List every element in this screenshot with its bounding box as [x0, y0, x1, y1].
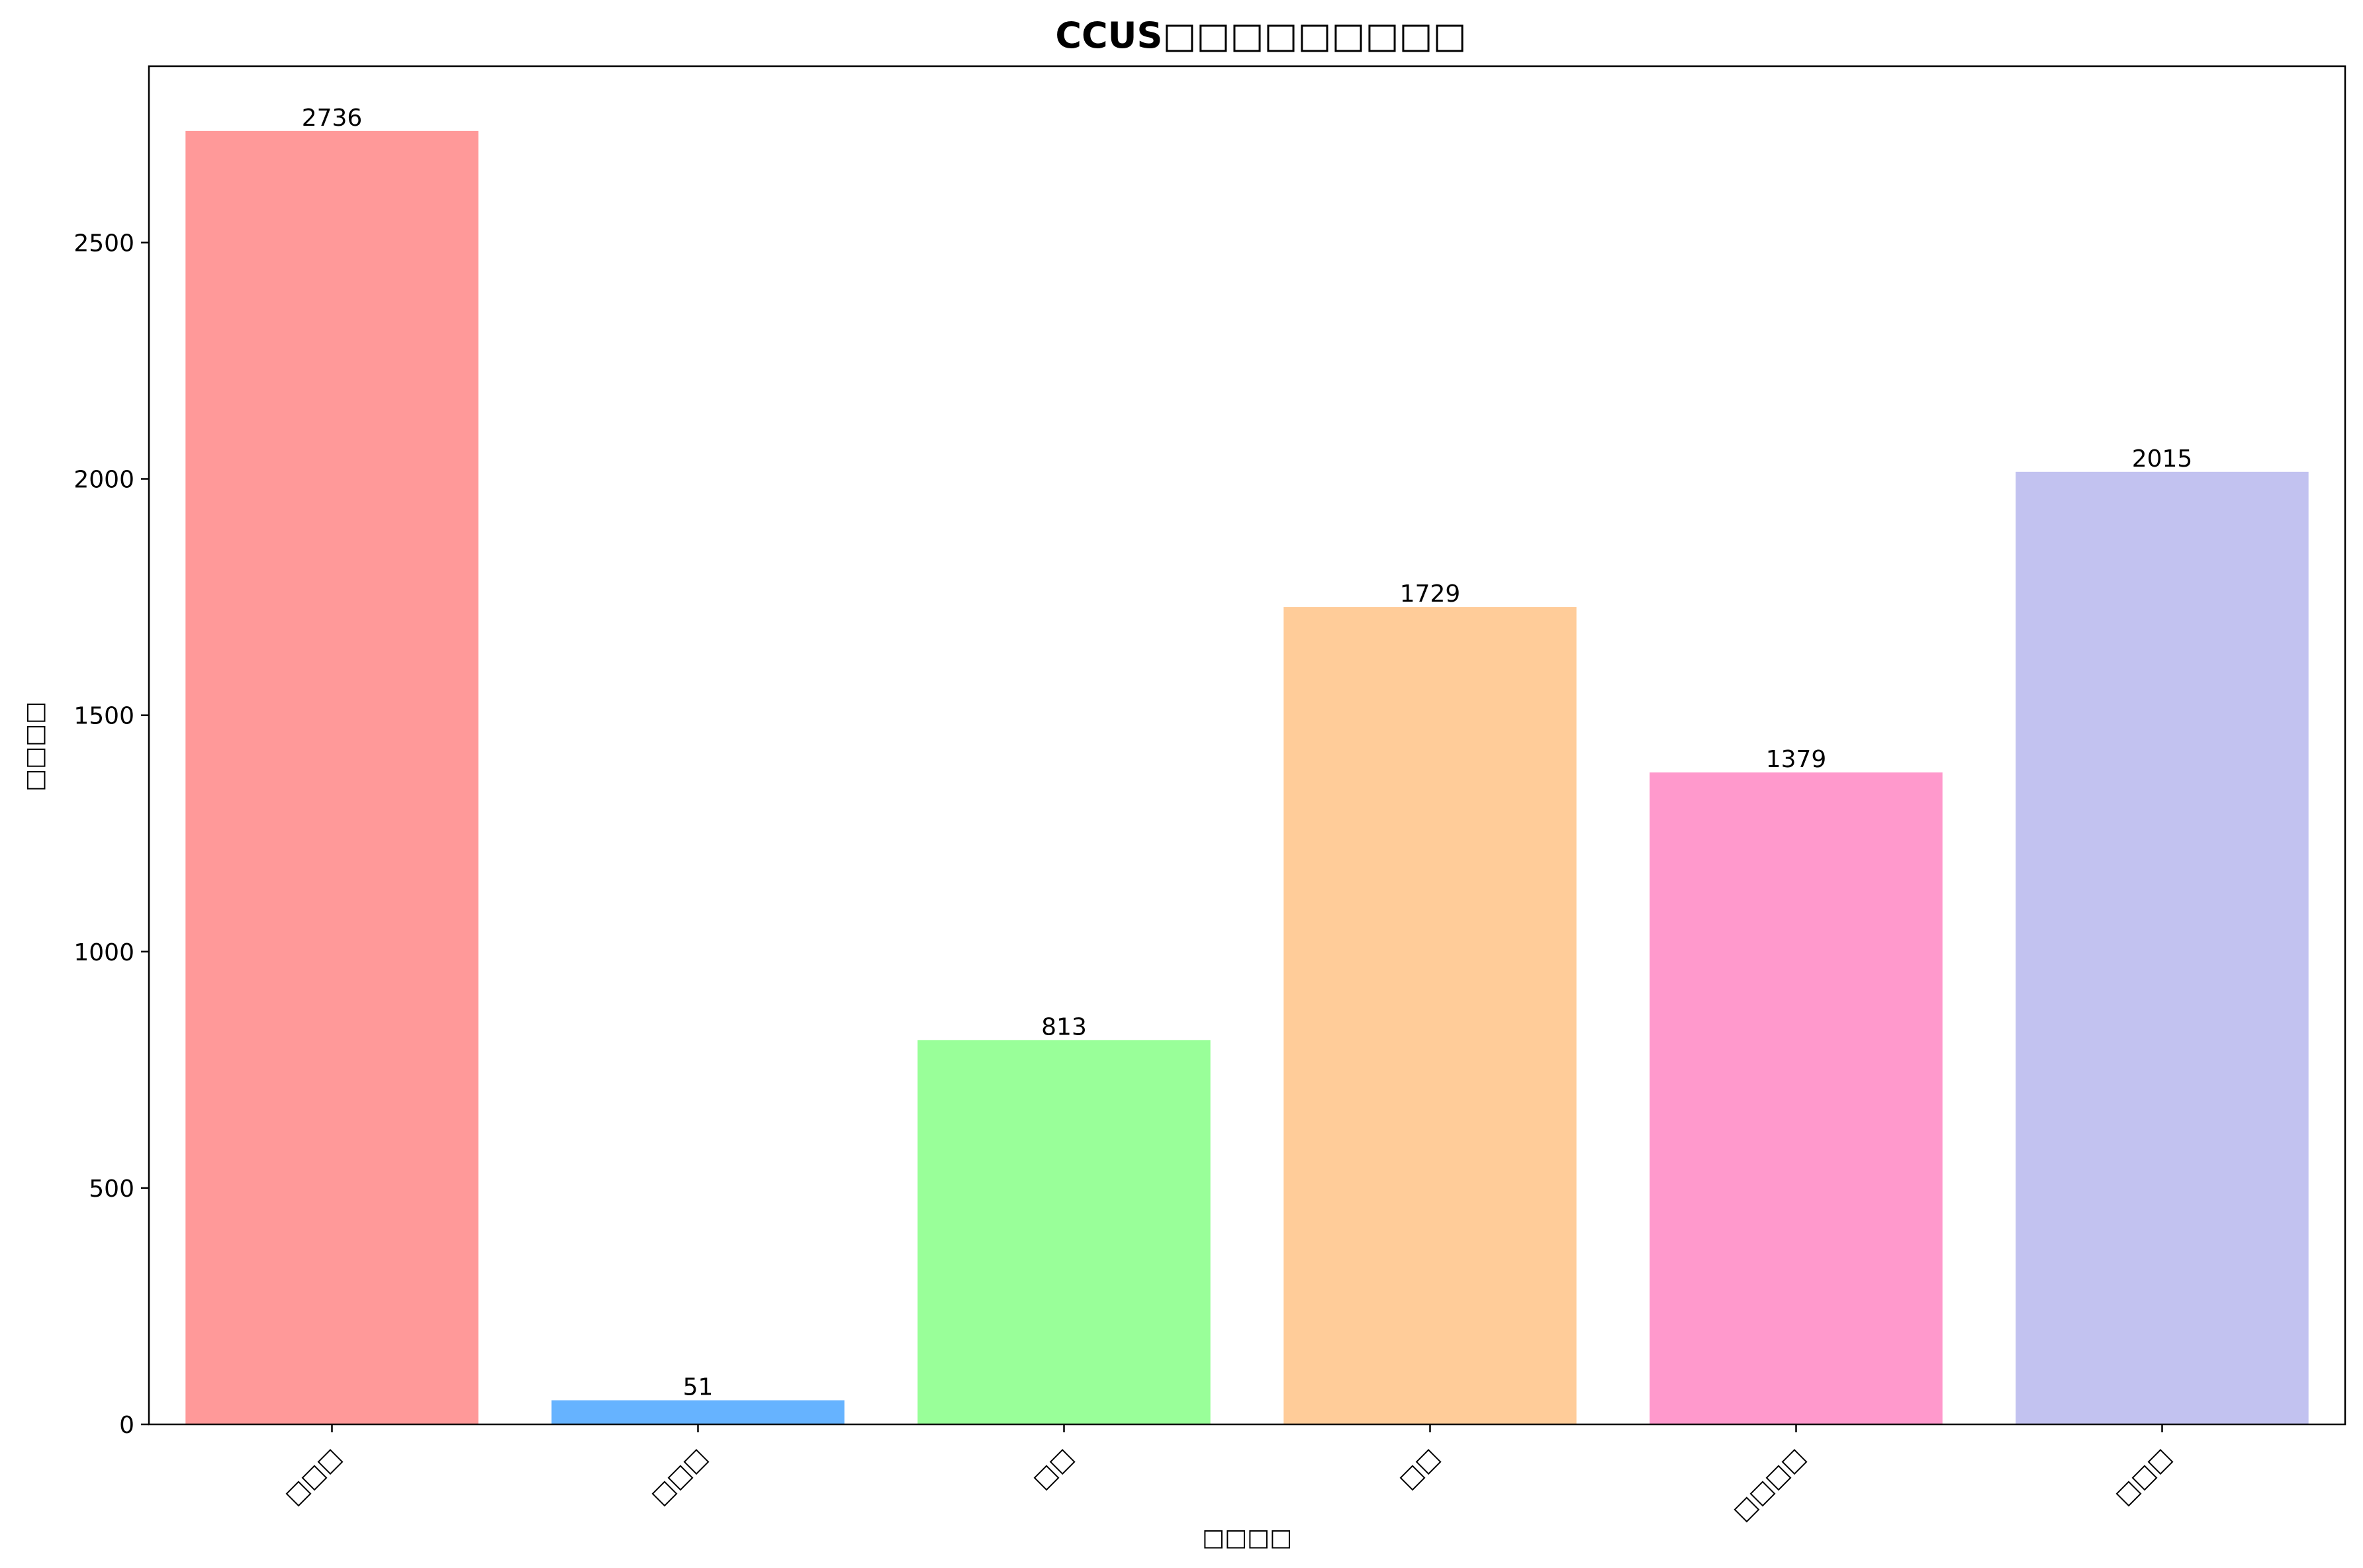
- y-tick-label-0: 0: [119, 1412, 134, 1439]
- data-label-1: 51: [683, 1374, 714, 1401]
- data-label-3: 1729: [1400, 580, 1461, 608]
- bar-3: [1283, 607, 1577, 1425]
- bar-0: [185, 130, 479, 1424]
- data-label-0: 2736: [302, 105, 363, 132]
- chart-title: CCUS□□□□□□□□□: [1055, 15, 1466, 56]
- y-tick-label-3: 1500: [73, 703, 134, 730]
- y-tick-label-4: 2000: [73, 467, 134, 494]
- data-label-2: 813: [1041, 1013, 1087, 1040]
- y-tick-label-1: 500: [89, 1176, 134, 1203]
- bars-group: [185, 130, 2309, 1425]
- data-label-4: 1379: [1766, 746, 1827, 773]
- y-axis: 0 500 1000 1500 2000 2500: [73, 230, 149, 1439]
- bar-2: [917, 1040, 1211, 1424]
- bar-4: [1649, 772, 1943, 1424]
- data-label-5: 2015: [2132, 445, 2193, 473]
- bar-5: [2016, 471, 2309, 1424]
- bar-1: [551, 1400, 845, 1424]
- y-tick-label-5: 2500: [73, 230, 134, 257]
- data-labels-group: 2736 51 813 1729 1379 2015: [302, 105, 2193, 1401]
- plot-frame: [148, 65, 2346, 1426]
- y-axis-label: □□□□: [21, 702, 48, 792]
- y-tick-label-2: 1000: [73, 939, 134, 966]
- x-axis-label: □□□□: [1202, 1524, 1292, 1551]
